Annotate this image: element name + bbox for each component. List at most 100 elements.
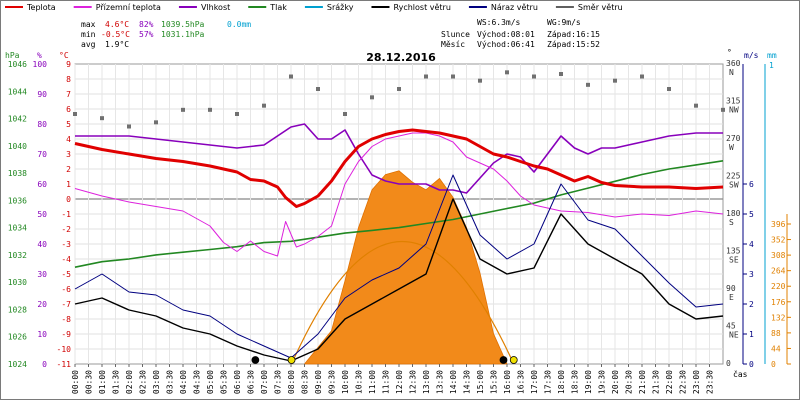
x-tick-13: 06:30 [247,370,256,394]
dir-label-3: SW [729,181,739,190]
rad-tick-9: 0 [771,360,776,369]
x-tick-15: 07:30 [274,370,283,394]
hpa-tick-2: 1042 [8,115,27,124]
humidity-line [75,123,723,194]
x-tick-30: 15:00 [476,370,485,394]
x-tick-4: 02:00 [125,370,134,394]
temp-tick-1: 8 [66,75,71,84]
stats-moon-set: Západ:15:52 [547,40,600,49]
rad-tick-2: 308 [771,251,786,260]
pct-tick-4: 60 [37,180,47,189]
stats-sun-rise: Východ:08:01 [477,30,535,39]
temp-tick-0: 9 [66,60,71,69]
rad-tick-4: 220 [771,282,786,291]
wind-dir-point-20 [613,78,617,83]
wind-dir-point-0 [73,112,77,116]
temp-tick-18: -9 [61,330,71,339]
unit-pct: % [37,51,42,60]
wind-dir-point-23 [694,103,698,108]
rad-tick-3: 264 [771,267,786,276]
dir-tick-1: 315 [726,97,741,106]
pct-tick-10: 0 [42,360,47,369]
wind-dir-point-19 [586,82,590,87]
x-tick-26: 13:00 [422,370,431,394]
temp-tick-2: 7 [66,90,71,99]
wind-dir-point-9 [316,87,320,91]
hpa-tick-7: 1032 [8,251,27,260]
dir-tick-6: 90 [726,284,736,293]
stats-min-temp: -0.5°C [101,30,130,39]
wind-dir-point-2 [127,124,131,129]
stats-avg-temp: 1.9°C [105,40,129,49]
hpa-tick-3: 1040 [8,142,27,151]
temp-tick-20: -11 [57,360,72,369]
stats-wg: WG:9m/s [547,18,581,27]
pct-tick-9: 10 [37,330,47,339]
wind-dir-point-24 [721,107,725,112]
x-tick-24: 12:00 [395,370,404,394]
pct-tick-3: 70 [37,150,47,159]
dir-label-4: S [729,218,734,227]
wind-dir-point-15 [478,78,482,83]
temp-tick-10: -1 [61,210,71,219]
stats-min-hum: 57% [139,30,154,39]
mm-top-tick: 1 [769,61,774,70]
x-tick-18: 09:00 [314,370,323,394]
wind-speed-line [74,198,724,362]
x-tick-5: 02:30 [139,370,148,394]
hpa-tick-5: 1036 [8,196,27,205]
stats-ws: WS:6.3m/s [477,18,521,27]
rad-tick-0: 396 [771,220,786,229]
x-tick-3: 01:30 [112,370,121,394]
dir-tick-0: 360 [726,59,741,68]
hpa-tick-4: 1038 [8,169,27,178]
x-tick-12: 06:00 [233,370,242,394]
wind-dir-point-10 [343,112,347,116]
x-tick-6: 03:00 [152,370,161,394]
x-tick-20: 10:00 [341,370,350,394]
dir-label-7: NE [729,331,739,340]
dir-label-6: E [729,293,734,302]
x-tick-23: 11:30 [382,370,391,394]
rad-tick-8: 44 [771,344,781,353]
temp-tick-14: -5 [61,270,71,279]
unit-degc: °C [59,51,69,60]
temp-tick-7: 2 [66,165,71,174]
wind-dir-point-18 [559,72,563,76]
legend-item-0: Teplota [26,3,56,12]
ms-tick-4: 6 [749,180,754,189]
x-tick-39: 19:30 [598,370,607,394]
x-tick-22: 11:00 [368,370,377,394]
wind-gust-line [74,174,724,359]
hpa-tick-1: 1044 [8,87,27,96]
x-tick-41: 20:30 [625,370,634,394]
x-tick-11: 05:30 [220,370,229,394]
legend-item-6: Náraz větru [491,3,538,12]
temp-tick-6: 3 [66,150,71,159]
wind-dir-point-21 [640,74,644,79]
dir-label-5: SE [729,256,739,265]
hpa-tick-8: 1030 [8,278,27,287]
x-tick-35: 17:30 [544,370,553,394]
unit-deg: ° [727,48,732,57]
temp-tick-13: -4 [61,255,71,264]
temp-tick-3: 6 [66,105,71,114]
stats-moon-rise: Východ:06:41 [477,40,535,49]
stats-max-rain: 0.0mm [227,20,251,29]
wind-dir-point-7 [262,103,266,108]
hpa-tick-6: 1034 [8,224,27,233]
wind-dir-point-12 [397,87,401,91]
x-tick-9: 04:30 [193,370,202,394]
pct-tick-6: 40 [37,240,47,249]
stats-sun-label: Slunce [441,30,470,39]
x-tick-21: 10:30 [355,370,364,394]
ms-tick-6: 4 [749,240,754,249]
stats-max-temp: 4.6°C [105,20,129,29]
axes: 9876543210-1-2-3-4-5-6-7-8-9-10-11100908… [8,59,791,394]
ms-tick-9: 1 [749,330,754,339]
x-tick-38: 19:00 [584,370,593,394]
temp-tick-9: 0 [66,195,71,204]
legend-item-1: Přízemní teplota [96,3,161,12]
x-tick-36: 18:00 [557,370,566,394]
hpa-tick-11: 1024 [8,360,27,369]
